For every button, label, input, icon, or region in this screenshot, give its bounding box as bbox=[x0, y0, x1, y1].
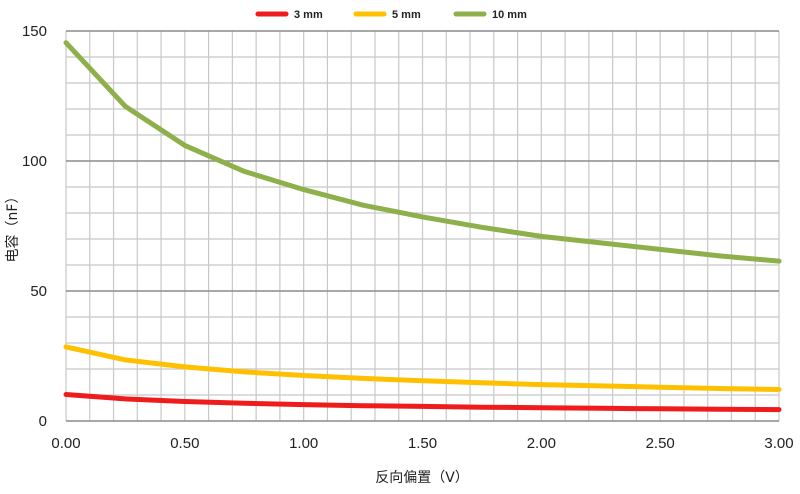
legend-label: 10 mm bbox=[492, 9, 527, 21]
legend-label: 5 mm bbox=[392, 9, 421, 21]
legend-label: 3 mm bbox=[294, 9, 323, 21]
y-tick-label: 150 bbox=[22, 23, 47, 40]
series-line-3-mm bbox=[63, 392, 782, 413]
x-tick-label: 0.00 bbox=[51, 435, 80, 452]
y-tick-label: 0 bbox=[39, 413, 47, 430]
x-tick-label: 0.50 bbox=[170, 435, 199, 452]
x-axis-title: 反向偏置（V） bbox=[375, 470, 469, 486]
series-lines bbox=[63, 40, 782, 413]
y-tick-label: 100 bbox=[22, 153, 47, 170]
legend: 3 mm 5 mm 10 mm bbox=[255, 9, 527, 21]
y-tick-label: 50 bbox=[30, 283, 47, 300]
x-tick-label: 2.00 bbox=[527, 435, 556, 452]
y-axis-title: 电容（nF） bbox=[4, 190, 21, 263]
series-line-10-mm bbox=[63, 40, 782, 264]
x-tick-label: 1.00 bbox=[289, 435, 318, 452]
x-tick-label: 2.50 bbox=[646, 435, 675, 452]
x-tick-label: 1.50 bbox=[408, 435, 437, 452]
major-gridlines bbox=[66, 30, 779, 422]
x-tick-label: 3.00 bbox=[764, 435, 793, 452]
y-axis-tick-labels: 0 50 100 150 bbox=[22, 23, 47, 430]
x-axis-tick-labels: 0.00 0.50 1.00 1.50 2.00 2.50 3.00 bbox=[51, 435, 793, 452]
series-line-5-mm bbox=[63, 344, 782, 392]
